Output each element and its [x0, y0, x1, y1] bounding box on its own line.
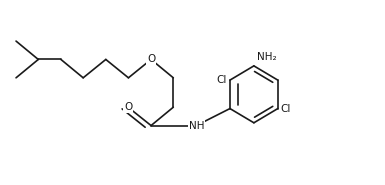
- Text: NH₂: NH₂: [257, 52, 276, 62]
- Text: O: O: [147, 54, 155, 64]
- Text: Cl: Cl: [216, 75, 227, 85]
- Text: Cl: Cl: [281, 104, 291, 114]
- Text: NH: NH: [189, 121, 204, 131]
- Text: O: O: [124, 102, 132, 112]
